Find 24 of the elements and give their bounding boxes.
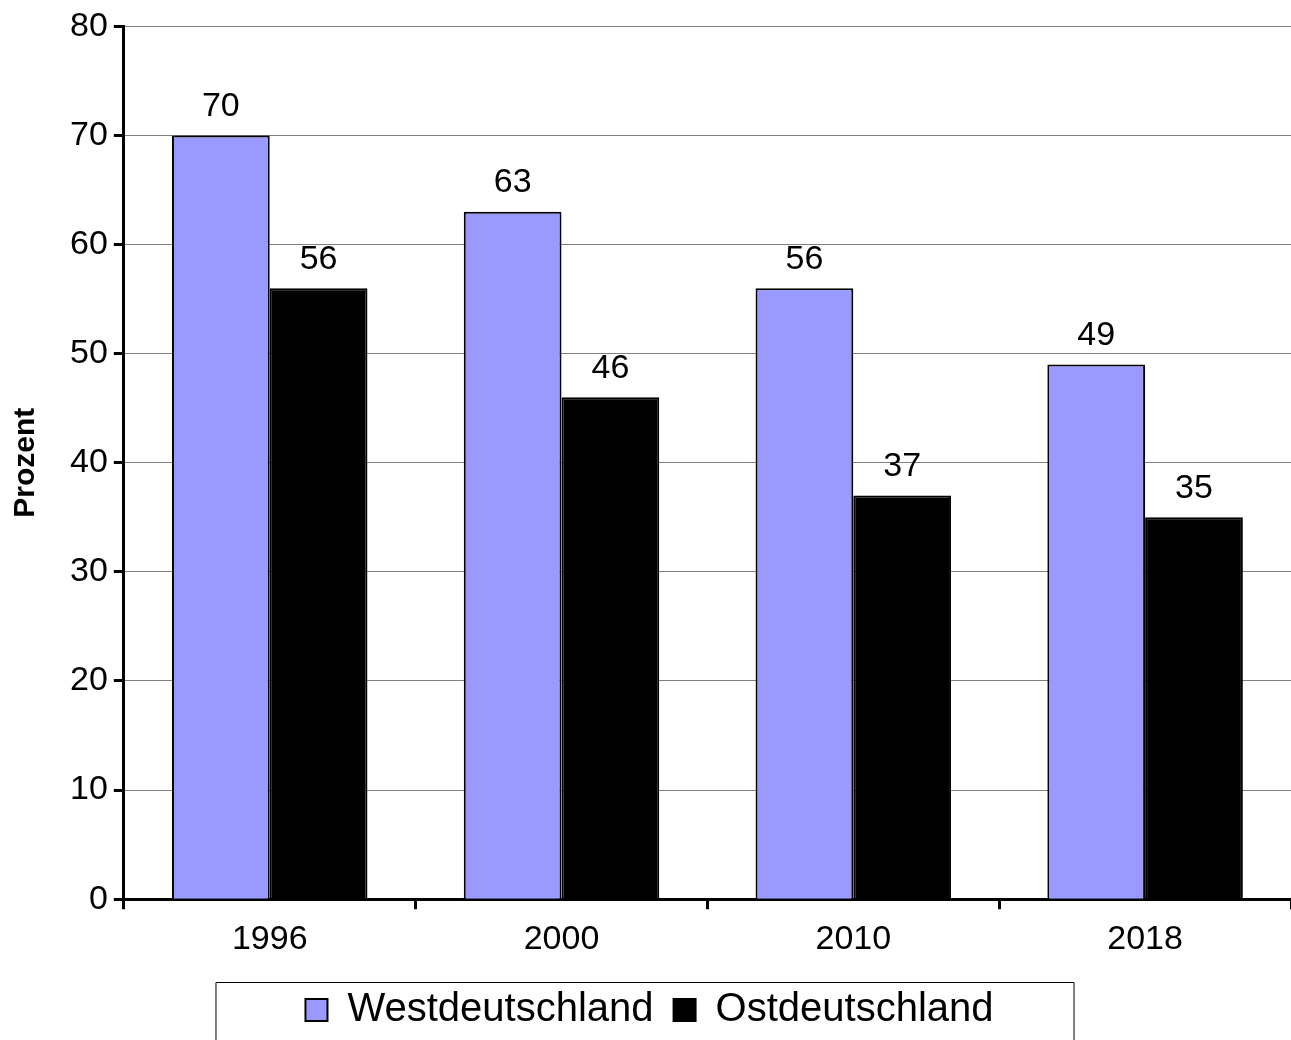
y-tick-label: 80 — [69, 4, 108, 43]
data-label: 63 — [493, 161, 532, 200]
y-tick-label: 20 — [69, 659, 108, 698]
y-tick-label: 70 — [69, 113, 108, 152]
legend-label: Westdeutschland — [347, 985, 654, 1030]
x-tick-label: 2000 — [523, 917, 600, 956]
data-label: 35 — [1175, 466, 1213, 505]
x-tick-label: 2018 — [1107, 917, 1183, 956]
y-tick-label: 30 — [69, 550, 108, 589]
data-label: 56 — [299, 237, 338, 276]
x-tick-label: 2010 — [815, 917, 892, 956]
data-label: 70 — [201, 84, 240, 123]
data-label: 37 — [883, 444, 922, 483]
data-label: 56 — [785, 237, 824, 276]
y-tick-label: 10 — [69, 768, 108, 807]
y-tick-label: 0 — [88, 877, 108, 916]
legend-label: Ostdeutschland — [715, 985, 994, 1030]
data-label: 49 — [1077, 313, 1116, 352]
x-tick-label: 1996 — [231, 917, 308, 956]
y-tick-label: 40 — [69, 441, 108, 480]
y-tick-label: 60 — [69, 222, 108, 261]
y-tick-label: 50 — [69, 332, 108, 371]
y-axis-title: Prozent — [7, 407, 41, 518]
data-label: 46 — [591, 346, 630, 385]
